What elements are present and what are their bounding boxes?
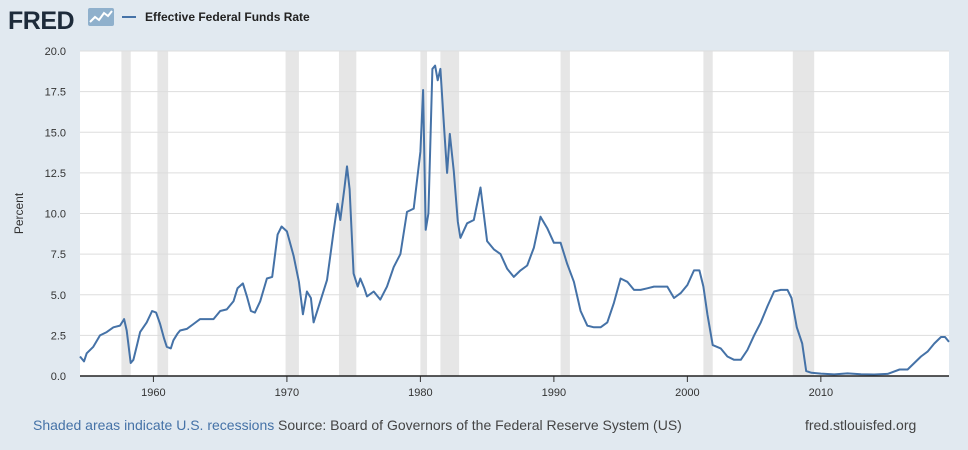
y-tick-label: 17.5 [45,87,66,99]
y-tick-label: 5.0 [51,290,66,302]
x-tick-label: 1970 [275,387,299,399]
chart-legend[interactable]: Effective Federal Funds Rate [122,10,310,24]
y-tick-label: 7.5 [51,249,66,261]
legend-swatch [122,16,136,18]
y-tick-label: 15.0 [45,127,66,139]
y-tick-label: 10.0 [45,209,66,221]
source-text: Source: Board of Governors of the Federa… [278,417,682,433]
x-tick-label: 2010 [809,387,833,399]
x-tick-label: 1980 [408,387,432,399]
y-tick-label: 20.0 [45,46,66,58]
fred-logo[interactable]: FRED [8,7,75,35]
x-tick-label: 2000 [675,387,699,399]
legend-label: Effective Federal Funds Rate [145,10,310,24]
y-tick-label: 12.5 [45,168,66,180]
chart: 0.0 2.5 5.0 7.5 10.0 12.5 15.0 17.5 20.0 1960 1970… [12,46,950,399]
fred-graph-icon [88,8,114,26]
x-tick-label: 1960 [141,387,165,399]
y-tick-label: 0.0 [51,371,66,383]
y-tick-label: 2.5 [51,330,66,342]
series-line [79,64,950,376]
site-link[interactable]: fred.stlouisfed.org [805,417,917,433]
recession-note-link[interactable]: Shaded areas indicate U.S. recessions [33,417,275,433]
x-tick-label: 1990 [542,387,566,399]
y-axis-label: Percent [12,192,26,234]
